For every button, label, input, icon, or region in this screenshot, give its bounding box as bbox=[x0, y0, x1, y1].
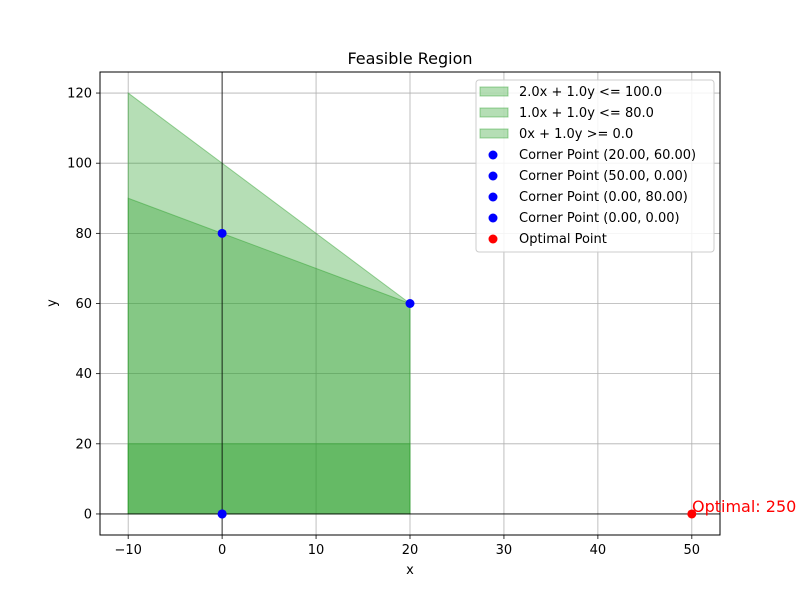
regions bbox=[127, 92, 411, 515]
legend-label: 1.0x + 1.0y <= 80.0 bbox=[519, 106, 654, 121]
x-tick-label: 30 bbox=[496, 543, 513, 558]
corner-point-marker bbox=[217, 228, 227, 238]
x-tick-label: 50 bbox=[684, 543, 701, 558]
optimal-point-marker bbox=[687, 509, 697, 519]
y-axis-label: y bbox=[45, 299, 60, 307]
legend-swatch bbox=[479, 107, 509, 118]
legend-label: Corner Point (50.00, 0.00) bbox=[519, 169, 688, 184]
plot-frame bbox=[99, 71, 721, 536]
legend-marker bbox=[488, 192, 498, 202]
y-tick-label: 0 bbox=[84, 507, 92, 522]
legend-label: Corner Point (20.00, 60.00) bbox=[519, 148, 696, 163]
axes-lines bbox=[100, 72, 720, 535]
legend-marker bbox=[488, 234, 498, 244]
y-tick-label: 40 bbox=[75, 367, 92, 382]
legend-marker bbox=[488, 171, 498, 181]
legend-label: Corner Point (0.00, 0.00) bbox=[519, 211, 680, 226]
x-tick-label: 40 bbox=[590, 543, 607, 558]
x-tick-label: −10 bbox=[114, 543, 141, 558]
y-tick-label: 120 bbox=[67, 87, 92, 102]
legend-swatch bbox=[479, 86, 509, 97]
corner-point-marker bbox=[405, 299, 415, 308]
feasible-region-area bbox=[127, 443, 411, 515]
ticks: −10 0 10 20 30 40 50 0 20 40 60 80 100 120 bbox=[67, 87, 700, 558]
legend-label: 0x + 1.0y >= 0.0 bbox=[519, 127, 633, 142]
legend-box bbox=[475, 79, 715, 253]
optimal-annotation: Optimal: 250 bbox=[692, 497, 796, 516]
x-axis-label: x bbox=[406, 563, 414, 578]
y-tick-label: 60 bbox=[75, 297, 92, 312]
legend-marker bbox=[488, 150, 498, 160]
y-tick-label: 20 bbox=[75, 437, 92, 452]
legend-marker bbox=[488, 213, 498, 223]
x-tick-label: 0 bbox=[218, 543, 226, 558]
x-tick-label: 10 bbox=[308, 543, 325, 558]
legend: 2.0x + 1.0y <= 100.0 1.0x + 1.0y <= 80.0 0… bbox=[475, 79, 715, 253]
chart-title: Feasible Region bbox=[347, 49, 472, 68]
points bbox=[217, 228, 697, 519]
legend-label: Corner Point (0.00, 80.00) bbox=[519, 190, 688, 205]
legend-swatch bbox=[479, 128, 509, 139]
corner-point-marker bbox=[217, 509, 227, 519]
legend-label: Optimal Point bbox=[519, 232, 607, 247]
y-tick-label: 100 bbox=[67, 157, 92, 172]
y-tick-label: 80 bbox=[75, 227, 92, 242]
legend-label: 2.0x + 1.0y <= 100.0 bbox=[519, 85, 662, 100]
x-tick-label: 20 bbox=[402, 543, 419, 558]
